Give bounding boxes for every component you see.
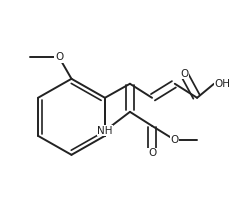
Text: O: O	[171, 135, 179, 145]
Text: O: O	[180, 69, 188, 79]
Text: OH: OH	[214, 79, 230, 89]
Text: NH: NH	[97, 126, 113, 136]
Text: O: O	[55, 52, 63, 62]
Text: O: O	[148, 148, 156, 158]
